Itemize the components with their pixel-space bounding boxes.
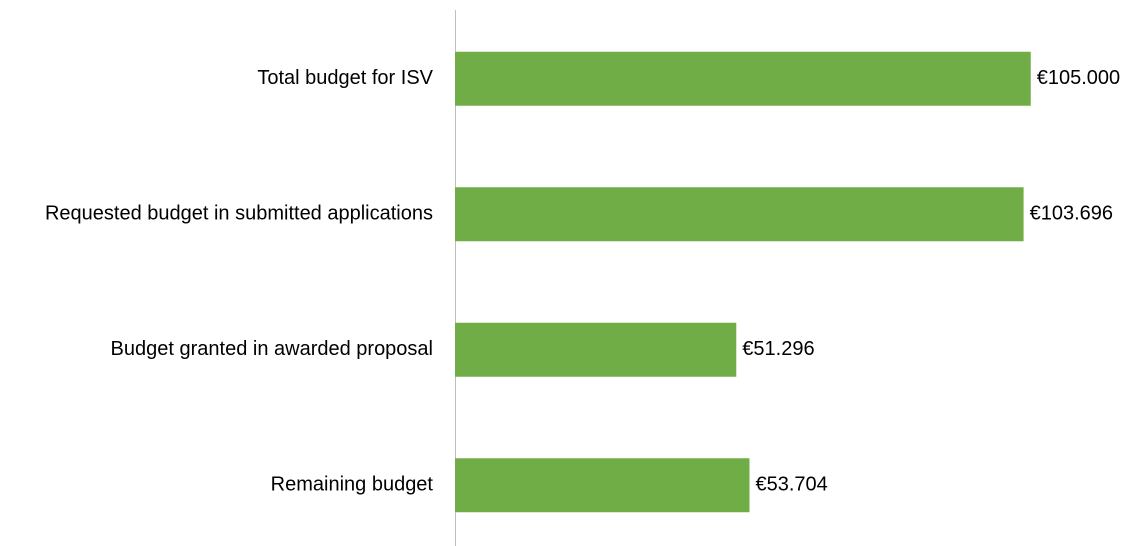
bar: [455, 458, 750, 513]
data-label: €53.704: [755, 474, 827, 496]
category-label: Remaining budget: [271, 474, 434, 496]
data-label: €103.696: [1030, 203, 1113, 225]
bar: [455, 187, 1024, 242]
category-label: Requested budget in submitted applicatio…: [45, 203, 433, 225]
data-label: €51.296: [742, 338, 814, 360]
category-label: Budget granted in awarded proposal: [111, 338, 433, 360]
data-label: €105.000: [1037, 67, 1120, 89]
bar: [455, 51, 1031, 106]
bar: [455, 322, 737, 377]
category-label: Total budget for ISV: [257, 67, 433, 89]
